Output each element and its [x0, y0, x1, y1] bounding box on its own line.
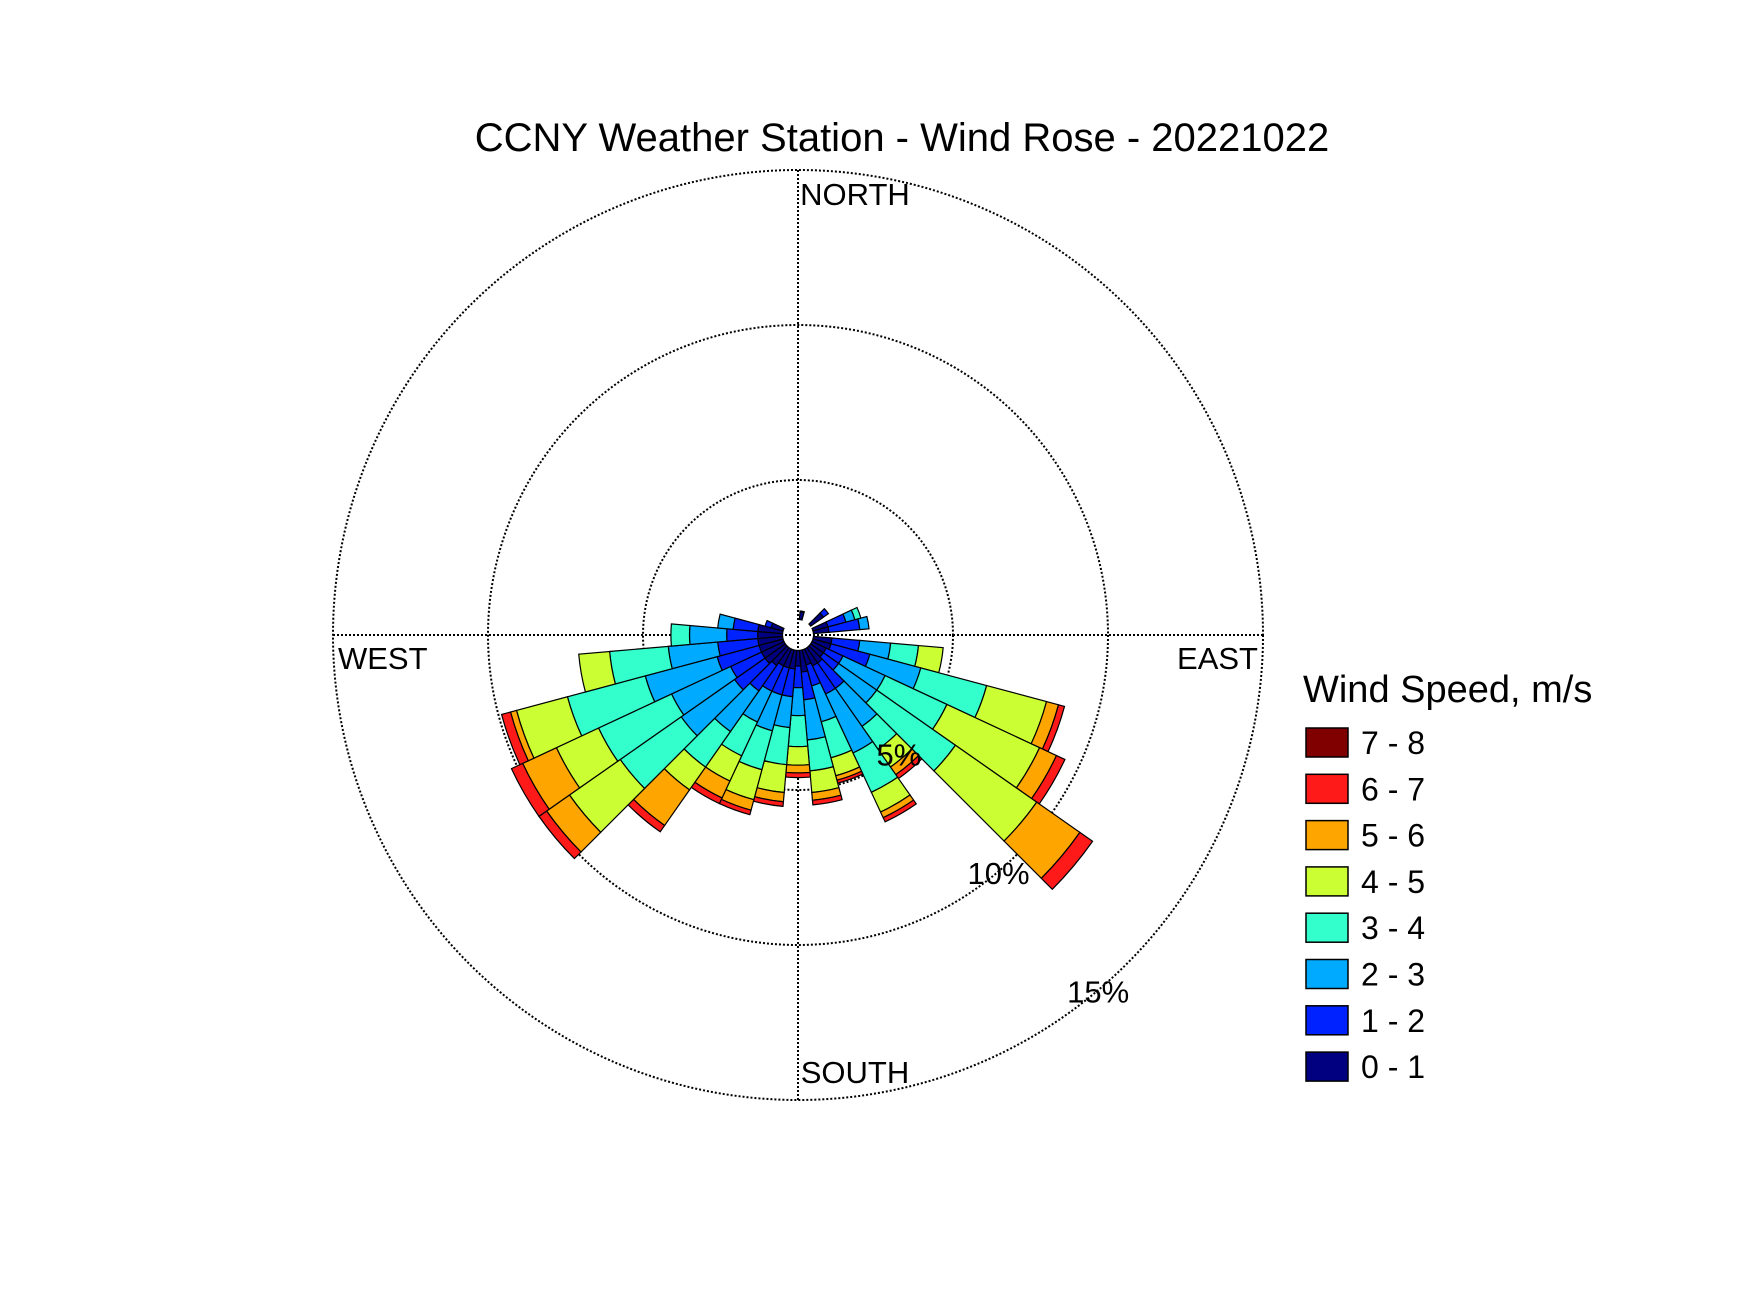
sector-170-bin-6 — [811, 794, 843, 806]
sector-130-bin-6 — [1040, 831, 1094, 891]
direction-label-east: EAST — [1177, 641, 1258, 676]
legend-swatch-3 — [1305, 819, 1349, 851]
legend-swatch-5 — [1305, 912, 1349, 943]
legend-label-1: 7 - 8 — [1361, 725, 1425, 761]
legend-swatch-8 — [1305, 1051, 1349, 1082]
legend-label-7: 1 - 2 — [1361, 1003, 1425, 1039]
ring-label-1: 5% — [877, 737, 922, 772]
sector-180-bin-6 — [784, 771, 812, 779]
sector-270-bin-3 — [670, 623, 691, 647]
sector-10-bin-1 — [799, 610, 805, 614]
sector-250-bin-6 — [500, 711, 530, 766]
legend-label-8: 0 - 1 — [1361, 1049, 1425, 1085]
legend-swatch-1 — [1305, 727, 1349, 758]
polar-labels: NORTH SOUTH EAST WEST 5% 10% 15% — [338, 177, 1258, 1090]
sector-180-bin-4 — [786, 745, 810, 766]
sector-80-bin-2 — [857, 615, 870, 631]
legend-swatch-4 — [1305, 866, 1349, 897]
legend: Wind Speed, m/s 7 - 8 6 - 7 5 - 6 4 - 5 3 - … — [1303, 669, 1592, 1085]
legend-swatch-6 — [1305, 958, 1349, 990]
legend-label-3: 5 - 6 — [1361, 818, 1425, 854]
legend-title: Wind Speed, m/s — [1303, 669, 1592, 711]
wind-sectors — [500, 606, 1094, 891]
ring-label-2: 10% — [968, 856, 1030, 891]
legend-label-4: 4 - 5 — [1361, 864, 1425, 900]
sector-10-bin-0 — [798, 611, 805, 621]
polar-grid — [332, 169, 1264, 1101]
sector-240-bin-6 — [510, 762, 550, 818]
sector-260-bin-4 — [578, 650, 617, 693]
sector-290-bin-1 — [764, 619, 774, 629]
direction-label-west: WEST — [338, 641, 428, 676]
sector-180-bin-5 — [785, 764, 811, 774]
sector-50-bin-1 — [819, 607, 830, 619]
sector-180-bin-3 — [787, 714, 809, 748]
legend-label-2: 6 - 7 — [1361, 771, 1425, 807]
sector-150-bin-6 — [882, 799, 918, 823]
chart-title: CCNY Weather Station - Wind Rose - 20221… — [475, 116, 1330, 160]
sector-280-bin-2 — [717, 613, 736, 630]
legend-swatch-7 — [1305, 1005, 1349, 1036]
legend-label-5: 3 - 4 — [1361, 910, 1425, 946]
ring-label-3: 15% — [1067, 975, 1129, 1010]
grid-ring-2 — [487, 324, 1109, 946]
direction-label-south: SOUTH — [801, 1055, 910, 1090]
sector-280-bin-1 — [732, 617, 760, 633]
legend-swatch-2 — [1305, 773, 1349, 805]
direction-label-north: NORTH — [800, 177, 910, 212]
legend-label-6: 2 - 3 — [1361, 957, 1425, 993]
